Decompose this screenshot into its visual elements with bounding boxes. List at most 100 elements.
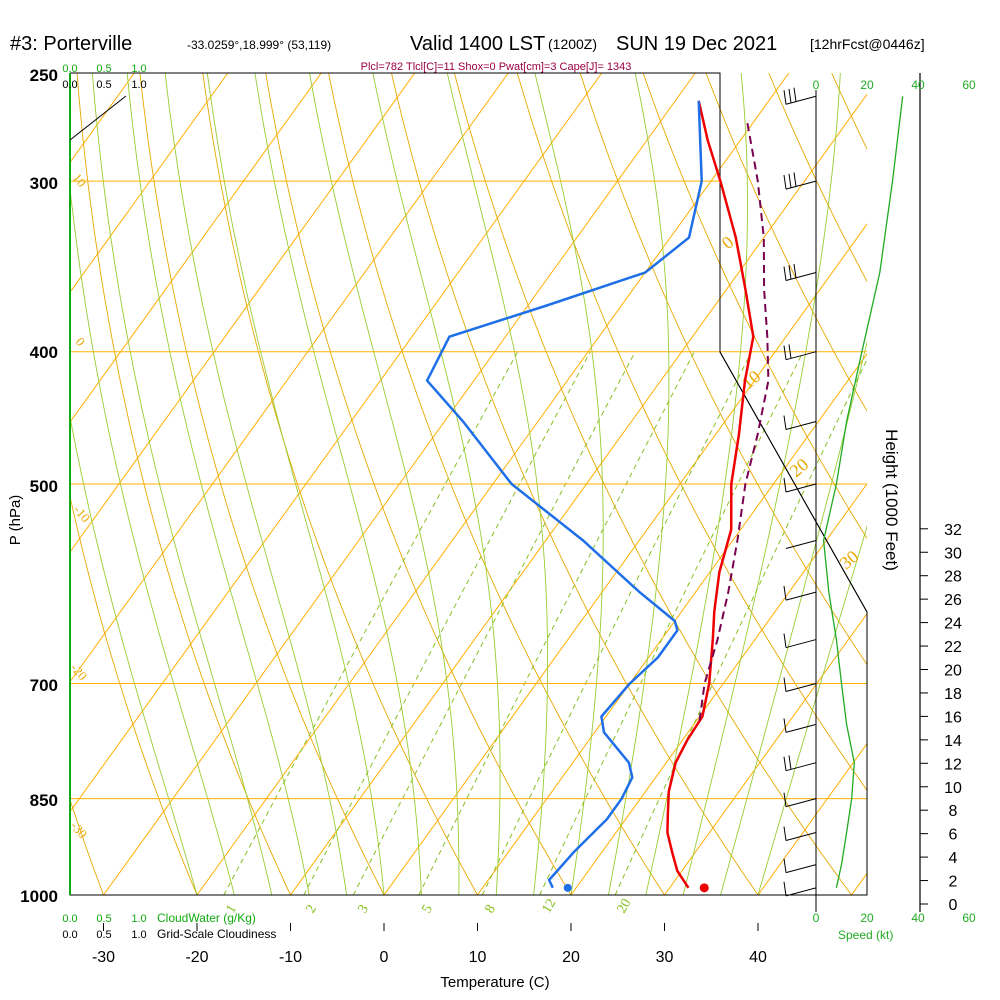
- speed-bottom-tick: 60: [962, 911, 976, 925]
- dry-adiabat-line: [453, 73, 853, 895]
- dry-adiabat-line: [516, 73, 867, 792]
- mixing-ratio-label: 3: [355, 902, 371, 916]
- dry-adiabat-line: [202, 73, 479, 895]
- height-tick-label: 18: [944, 686, 962, 703]
- wind-barb-flag: [783, 415, 787, 430]
- height-tick-label: 26: [944, 592, 962, 609]
- mixing-ratio-label: 8: [482, 902, 498, 916]
- x-tick-label: 10: [469, 949, 487, 966]
- dry-adiabat-line: [76, 73, 291, 895]
- wind-barb: [785, 483, 817, 493]
- wind-barb: [785, 798, 817, 808]
- mixing-ratio-line: [481, 351, 753, 895]
- wind-barb-flag: [788, 173, 792, 188]
- station-coords: -33.0259°,18.999° (53,119): [187, 38, 331, 52]
- height-tick-label: 8: [949, 803, 958, 820]
- wind-barb-flag: [783, 477, 787, 493]
- wind-barb: [785, 864, 817, 874]
- height-tick-label: 20: [944, 663, 962, 680]
- wind-barb-flag: [783, 826, 787, 841]
- height-tick-label: 4: [949, 850, 958, 867]
- wind-barb-flag: [783, 633, 787, 648]
- dry-adiabat-label: -10: [71, 502, 94, 525]
- mixing-ratio-label: 5: [419, 902, 435, 916]
- wind-barb-flag: [783, 881, 787, 896]
- cloudwater-top-tick: 0.5: [96, 63, 111, 75]
- height-tick-label: 10: [944, 780, 962, 797]
- pressure-tick-label: 700: [30, 676, 58, 695]
- moist-adiabat-line: [446, 73, 549, 895]
- cloudwater-bottom-tick: 0.0: [62, 913, 77, 925]
- isotherm-line: [70, 73, 322, 423]
- wind-barb-flag: [788, 88, 792, 104]
- wind-barb: [785, 887, 817, 897]
- pressure-tick-label: 400: [30, 343, 58, 362]
- theta-label: 20: [786, 454, 813, 481]
- parcel-line: [698, 118, 770, 721]
- pressure-tick-label: 850: [30, 791, 58, 810]
- x-tick-label: -20: [185, 949, 208, 966]
- surface-temperature-marker: [699, 883, 709, 893]
- utc-time: (1200Z): [548, 36, 597, 52]
- speed-top-tick: 0: [813, 78, 820, 92]
- cloudiness-label: Grid-Scale Cloudiness: [157, 927, 276, 941]
- height-tick-label: 6: [949, 827, 958, 844]
- forecast-hour: [12hrFcst@0446z]: [810, 36, 925, 52]
- sounding-indices: Plcl=782 Tlcl[C]=11 Shox=0 Pwat[cm]=3 Ca…: [361, 61, 632, 73]
- x-tick-label: 40: [749, 949, 767, 966]
- pressure-tick-label: 300: [30, 174, 58, 193]
- cloudwater-top-tick: 1.0: [131, 63, 146, 75]
- wind-barb-flag: [783, 90, 787, 105]
- wind-barb-flag: [783, 718, 787, 733]
- wind-barb-flag: [783, 792, 787, 807]
- dry-adiabat-line: [0, 49, 20, 924]
- height-tick-label: 24: [944, 616, 962, 633]
- pressure-tick-label: 500: [30, 477, 58, 496]
- dry-adiabat-label: 0: [73, 334, 89, 349]
- cloudwater-bottom-tick: 1.0: [131, 913, 146, 925]
- cloudwater-top-tick: 0.0: [62, 63, 77, 75]
- wind-barb: [785, 723, 817, 733]
- height-axis-title: Height (1000 Feet): [882, 429, 901, 571]
- cloudwater-label: CloudWater (g/Kg): [157, 911, 256, 925]
- wind-barb-flag: [783, 756, 787, 771]
- wind-barb-flag: [783, 345, 787, 360]
- speed-top-tick: 60: [962, 78, 976, 92]
- wind-barb-flag: [793, 263, 797, 278]
- dry-adiabat-line: [579, 73, 867, 666]
- dry-adiabat-line: [831, 73, 867, 150]
- surface-dewpoint-marker: [563, 883, 572, 892]
- wind-barb-flag: [788, 755, 792, 770]
- cloudiness-bottom-tick: 0.0: [62, 929, 77, 941]
- wind-barb: [785, 540, 817, 549]
- cloudiness-trace: [69, 95, 127, 141]
- isotherm-line: [664, 612, 867, 895]
- cloudiness-bottom-tick: 0.5: [96, 929, 111, 941]
- wind-barb: [785, 421, 817, 431]
- height-tick-label: 12: [944, 756, 962, 773]
- x-tick-label: -30: [92, 949, 115, 966]
- wind-barb: [785, 832, 817, 842]
- wind-barb-flag: [788, 344, 792, 359]
- valid-time: Valid 1400 LST: [410, 33, 545, 55]
- mixing-ratio-label: 12: [539, 896, 559, 916]
- wind-barbs: [783, 87, 904, 897]
- wind-speed-line: [822, 96, 904, 888]
- speed-bottom-tick: 0: [813, 911, 820, 925]
- chart-frame: [69, 72, 921, 912]
- wind-barb-flag: [783, 858, 787, 873]
- moist-adiabat-line: [607, 73, 670, 895]
- wind-barb-flag: [783, 266, 787, 281]
- mixing-ratio-label: 20: [614, 896, 634, 916]
- speed-top-tick: 20: [860, 78, 874, 92]
- temperature-line: [666, 100, 755, 889]
- wind-barb-flag: [788, 265, 792, 280]
- isotherm-line: [757, 742, 867, 895]
- wind-barb: [785, 591, 817, 601]
- dewpoint-line: [425, 100, 703, 889]
- speed-top-tick: 40: [911, 78, 925, 92]
- cloudiness-top-tick: 1.0: [131, 79, 146, 91]
- station-title: #3: Porterville: [10, 33, 132, 55]
